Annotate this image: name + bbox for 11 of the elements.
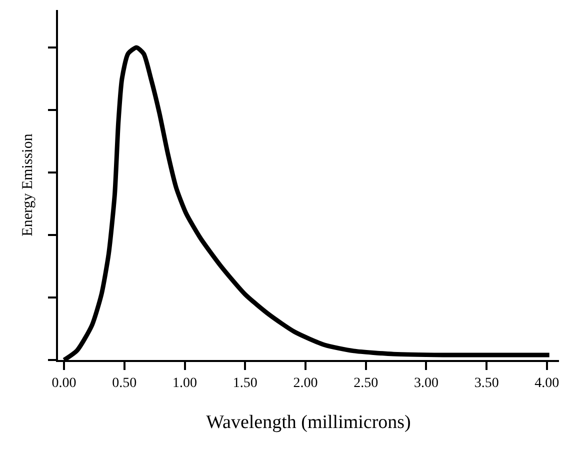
x-tick-label: 1.50 [232, 376, 258, 391]
y-axis-title: Energy Emission [20, 133, 36, 236]
x-tick-label: 2.50 [354, 376, 378, 391]
x-tick-label: 0.50 [112, 376, 137, 391]
x-tick-label: 3.50 [474, 376, 499, 391]
x-tick-label: 3.00 [414, 376, 438, 391]
x-tick-label: 1.00 [172, 376, 198, 391]
x-axis-title: Wavelength (millimicrons) [206, 412, 411, 434]
x-tick-label: 4.00 [534, 376, 560, 391]
x-tick-label: 0.00 [52, 376, 76, 391]
x-tick-label: 2.00 [293, 376, 318, 391]
